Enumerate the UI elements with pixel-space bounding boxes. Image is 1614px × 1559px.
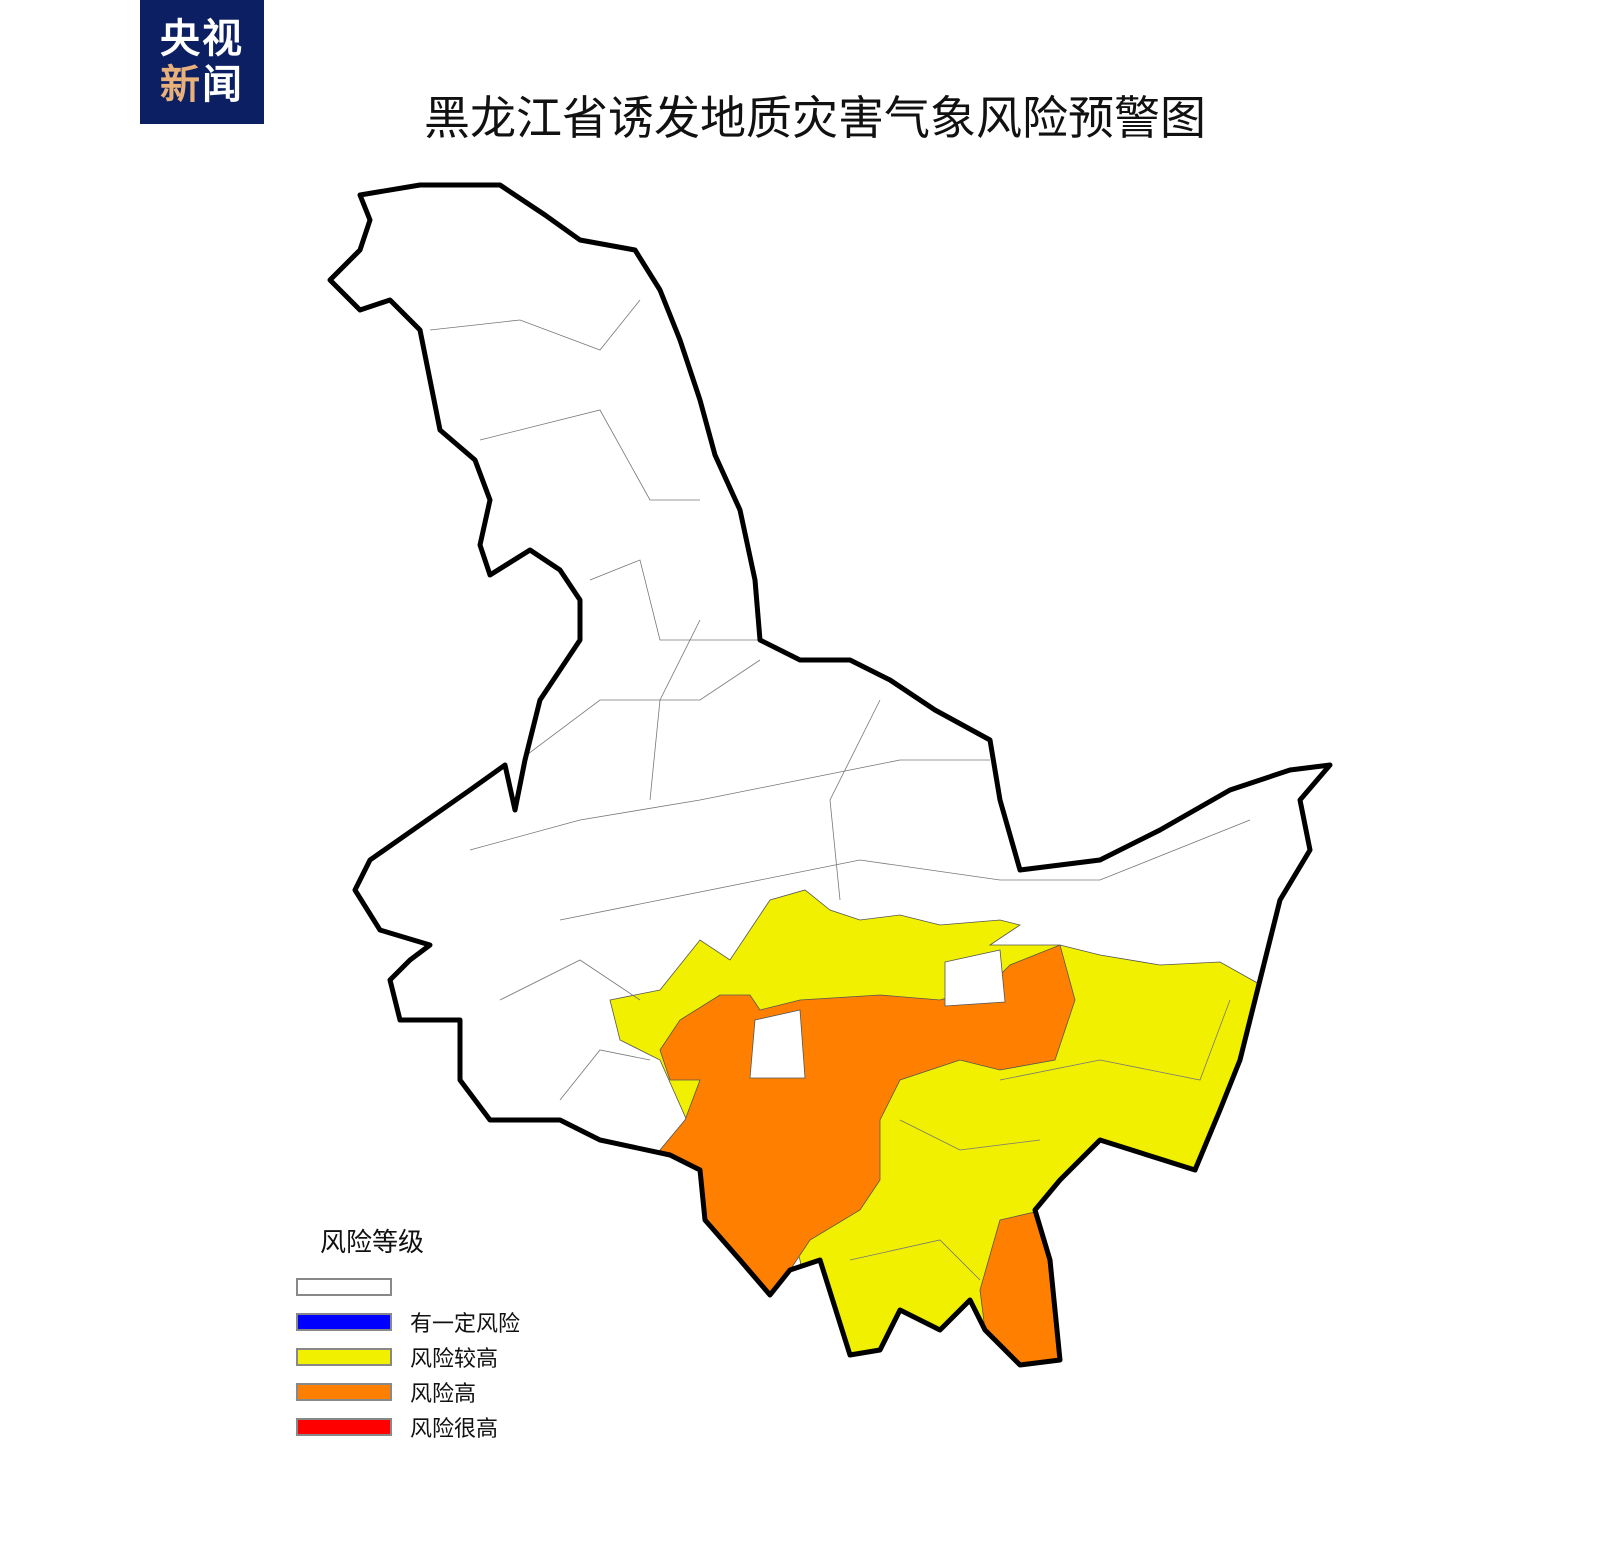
map-title: 黑龙江省诱发地质灾害气象风险预警图 xyxy=(424,91,1206,145)
legend-swatch xyxy=(296,1382,392,1401)
legend-label: 风险很高 xyxy=(410,1416,499,1442)
legend-item: 风险较高 xyxy=(296,1339,520,1374)
county-boundaries xyxy=(429,299,1251,1281)
legend-label: 有一定风险 xyxy=(410,1311,521,1337)
legend-swatch xyxy=(296,1277,392,1296)
logo-line1: 央视 xyxy=(160,16,244,62)
legend-label: 风险较高 xyxy=(410,1346,499,1372)
cctv-news-logo: 央视 新闻 xyxy=(140,0,264,124)
legend-title: 风险等级 xyxy=(320,1228,425,1258)
logo-char: 闻 xyxy=(202,62,244,108)
legend-item: 风险高 xyxy=(296,1374,520,1409)
legend-item xyxy=(296,1269,520,1304)
legend-swatch xyxy=(296,1312,392,1331)
region-no-risk xyxy=(944,949,1006,1007)
legend-item: 风险很高 xyxy=(296,1409,520,1444)
legend-item: 有一定风险 xyxy=(296,1304,520,1339)
legend-label: 风险高 xyxy=(410,1381,477,1407)
logo-line2: 新闻 xyxy=(160,62,244,108)
logo-char: 新 xyxy=(160,62,202,108)
legend-swatch xyxy=(296,1417,392,1436)
region-no-risk xyxy=(749,1009,806,1079)
legend-swatch xyxy=(296,1347,392,1366)
legend: 风险等级 有一定风险风险较高风险高风险很高 xyxy=(296,1222,520,1444)
province-outline xyxy=(327,182,1333,1368)
